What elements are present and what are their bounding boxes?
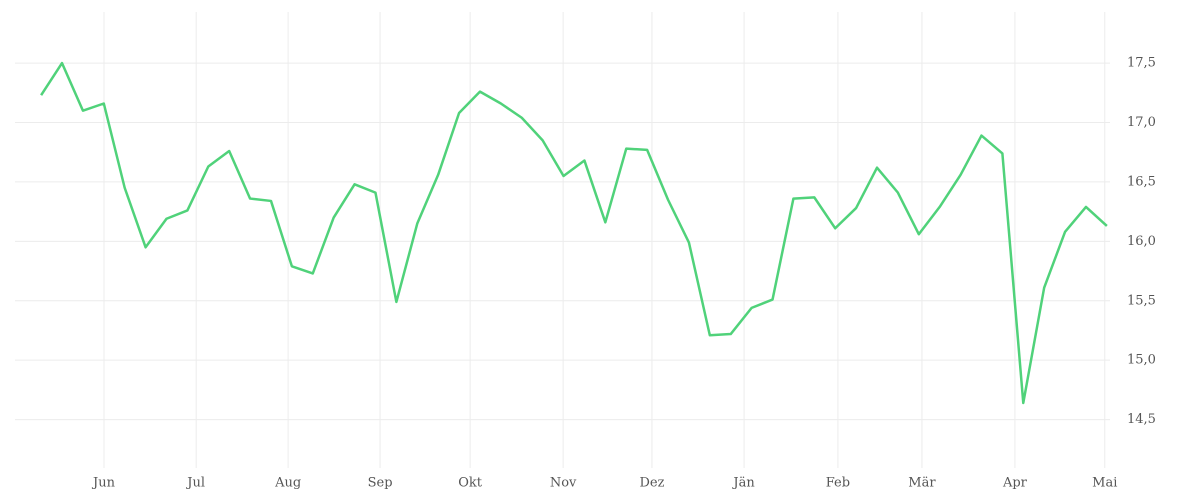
x-tick-label: Apr	[1002, 476, 1028, 491]
x-tick-label: Dez	[639, 476, 664, 491]
x-tick-label: Feb	[826, 476, 850, 491]
y-tick-label: 14,5	[1127, 412, 1156, 427]
x-tick-label: Sep	[368, 476, 393, 491]
y-tick-label: 16,5	[1127, 174, 1156, 189]
x-tick-label: Mär	[908, 476, 936, 491]
x-tick-label: Jul	[185, 476, 205, 491]
y-tick-label: 17,0	[1127, 115, 1156, 130]
x-tick-label: Jän	[731, 476, 755, 491]
y-tick-label: 15,5	[1127, 293, 1156, 308]
x-tick-label: Mai	[1092, 476, 1117, 491]
x-tick-label: Okt	[458, 476, 483, 491]
y-tick-label: 16,0	[1127, 234, 1156, 249]
data-line	[40, 61, 1108, 405]
x-tick-label: Jun	[91, 476, 116, 491]
x-tick-label: Nov	[550, 476, 577, 491]
x-tick-label: Aug	[274, 476, 301, 491]
y-tick-label: 17,5	[1127, 56, 1156, 71]
y-tick-label: 15,0	[1127, 353, 1156, 368]
